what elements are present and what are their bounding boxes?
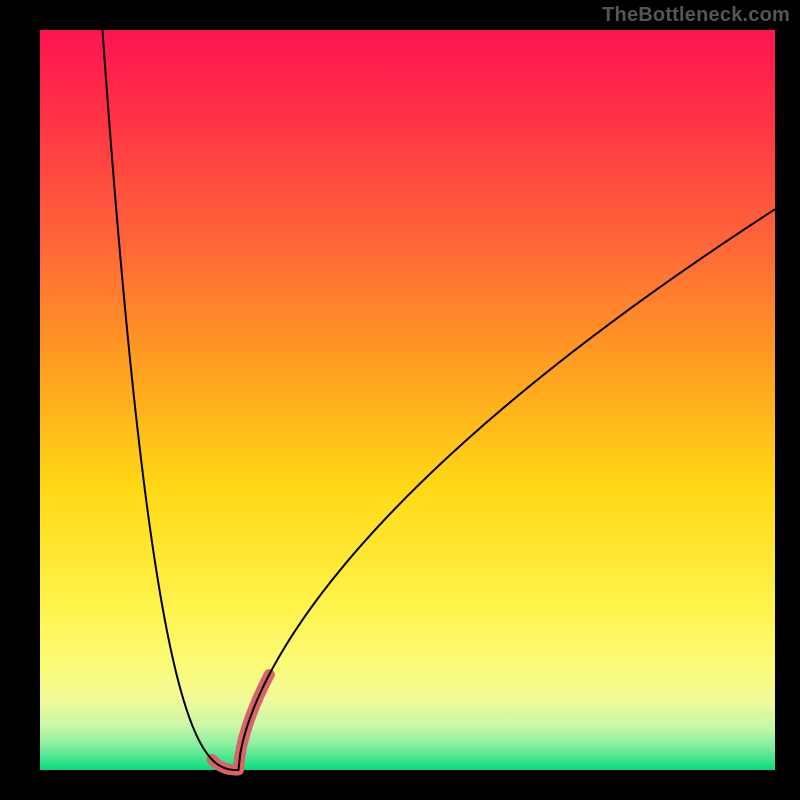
plot-gradient-background bbox=[40, 30, 775, 770]
bottleneck-curve-chart bbox=[0, 0, 800, 800]
watermark-text: TheBottleneck.com bbox=[602, 4, 790, 27]
